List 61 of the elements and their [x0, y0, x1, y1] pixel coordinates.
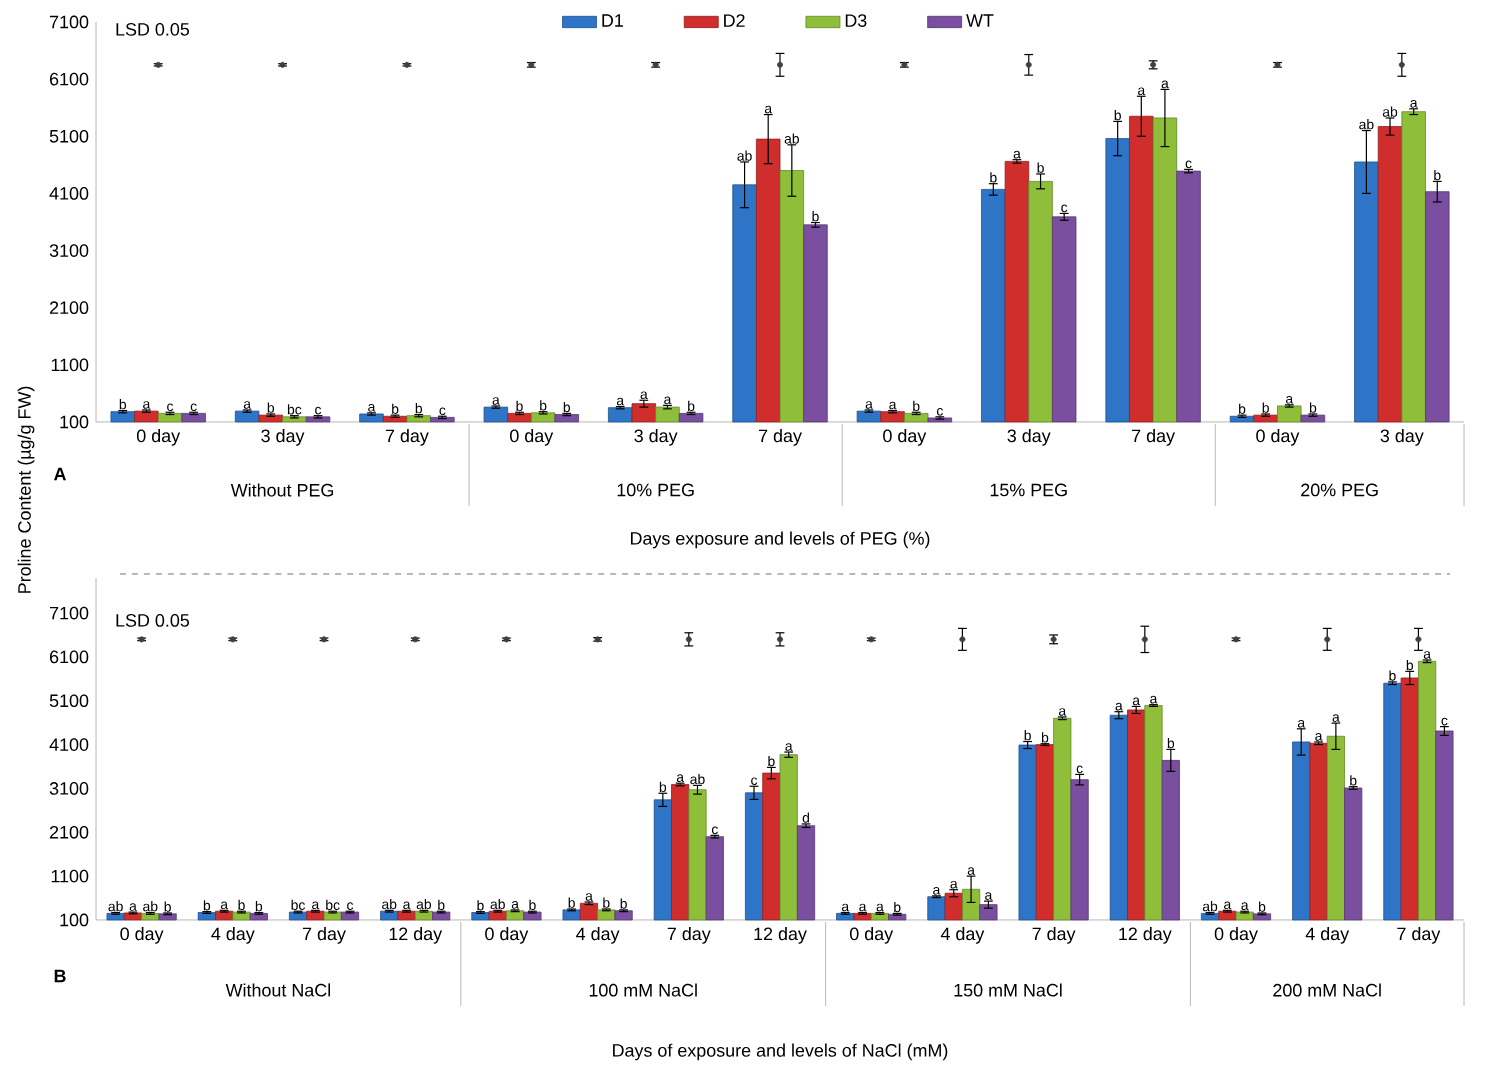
- x-tick-label: 12 day: [1119, 927, 1172, 944]
- text: 10% PEG: [617, 483, 694, 497]
- x-tick-label: 7 day: [302, 927, 346, 944]
- x-tick-label: 4 day: [940, 927, 985, 944]
- text: 200 mM NaCl: [1273, 983, 1381, 997]
- y-tick-label: 7100: [49, 15, 89, 29]
- x-tick-label: 3 day: [1007, 429, 1051, 446]
- y-tick-label: 4100: [49, 738, 89, 751]
- text: 20% PEG: [1301, 483, 1378, 497]
- x-tick-label: 0 day: [510, 429, 554, 446]
- y-tick-label: 5100: [49, 129, 89, 143]
- legend-label: D1: [602, 14, 623, 27]
- x-tick-label: 0 day: [883, 429, 927, 446]
- x-tick-label: 0 day: [120, 927, 164, 944]
- x-tick-label: 3 day: [1380, 429, 1424, 446]
- x-tick-label: 7 day: [385, 429, 429, 446]
- y-tick-label: 2100: [49, 301, 89, 315]
- y-tick-label: 6100: [49, 650, 89, 664]
- x-tick-label: 3 day: [634, 429, 678, 446]
- y-tick-label: 100: [60, 913, 89, 927]
- x-tick-label: 4 day: [1305, 927, 1350, 944]
- legend-label: D3: [845, 14, 867, 27]
- x-tick-label: 7 day: [1397, 927, 1441, 944]
- x-tick-label: 7 day: [758, 429, 802, 446]
- text: Without NaCl: [225, 983, 330, 997]
- x-tick-label: 12 day: [389, 927, 443, 944]
- y-tick-label: 3100: [49, 782, 89, 795]
- annotation: LSD 0.05: [116, 614, 190, 627]
- y-tick-label: 1100: [51, 358, 89, 372]
- x-tick-label: 7 day: [1032, 927, 1076, 944]
- legend-label: WT: [966, 14, 994, 27]
- x-tick-label: 0 day: [485, 927, 529, 944]
- x-axis-title: Days exposure and levels of PEG (%): [630, 531, 930, 549]
- text: Without PEG: [230, 483, 334, 497]
- text: A: [53, 467, 67, 481]
- y-tick-label: 7100: [49, 606, 89, 620]
- x-tick-label: 0 day: [136, 429, 181, 446]
- text: B: [54, 969, 66, 983]
- x-tick-label: 0 day: [1256, 429, 1300, 446]
- y-tick-label: 4100: [49, 187, 89, 200]
- y-tick-label: 2100: [49, 825, 89, 839]
- y-tick-label: 1100: [51, 869, 89, 883]
- y-tick-label: 6100: [49, 72, 89, 86]
- x-tick-label: 4 day: [576, 927, 620, 944]
- y-tick-label: 5100: [49, 694, 89, 708]
- y-tick-label: 100: [60, 415, 89, 429]
- x-tick-label: 12 day: [754, 927, 807, 944]
- x-tick-label: 4 day: [211, 927, 255, 944]
- annotation: LSD 0.05: [116, 23, 190, 36]
- text: 15% PEG: [990, 483, 1067, 497]
- x-axis-title: Days of exposure and levels of NaCl (mM): [613, 1043, 948, 1061]
- y-tick-label: 3100: [49, 244, 89, 257]
- text: 150 mM NaCl: [954, 983, 1062, 997]
- x-tick-label: 7 day: [1132, 429, 1175, 446]
- x-tick-label: 0 day: [849, 927, 894, 944]
- text: 100 mM NaCl: [589, 983, 697, 997]
- x-tick-label: 0 day: [1214, 927, 1258, 944]
- x-tick-label: 3 day: [261, 429, 305, 446]
- legend-label: D2: [724, 14, 745, 27]
- y-axis-title: Proline Content (µg/g FW): [17, 386, 35, 593]
- x-tick-label: 7 day: [667, 927, 711, 944]
